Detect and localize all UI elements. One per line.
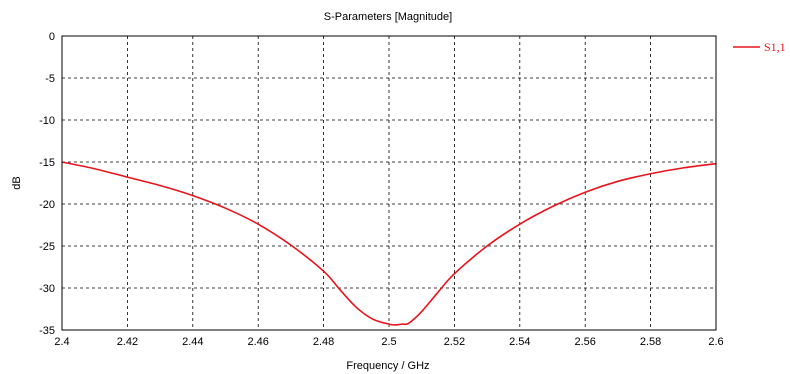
y-tick-label: 0 [49,31,55,43]
x-tick-label: 2.44 [182,336,203,348]
chart-title: S-Parameters [Magnitude] [324,11,452,23]
y-tick-label: -15 [39,157,55,169]
x-tick-labels: 2.4 2.42 2.44 2.46 2.48 2.5 2.52 2.54 2.56 2.58 2.… [54,336,723,348]
x-tick-label: 2.52 [444,336,465,348]
x-tick-label: 2.46 [247,336,268,348]
x-tick-label: 2.56 [574,336,595,348]
x-axis-label: Frequency / GHz [346,360,429,372]
plot-frame [61,35,717,331]
y-axis-label: dB [11,176,23,189]
legend-label-s11: S1,1 [764,40,786,54]
x-tick-label: 2.42 [117,336,138,348]
gridlines [62,36,716,330]
y-tick-label: -30 [39,283,55,295]
x-tick-label: 2.54 [509,336,530,348]
series-group [61,161,717,326]
legend: S1,1 [733,40,786,54]
x-tick-label: 2.4 [54,336,69,348]
x-tick-label: 2.6 [708,336,723,348]
y-tick-label: -5 [45,73,55,85]
y-tick-label: -35 [39,325,55,337]
y-tick-label: -20 [39,199,55,211]
x-tick-label: 2.5 [381,336,396,348]
x-tick-label: 2.48 [313,336,334,348]
y-tick-label: -25 [39,241,55,253]
y-tick-label: -10 [39,115,55,127]
series-line-s11 [61,161,717,326]
x-tick-label: 2.58 [640,336,661,348]
y-tick-labels: 0 -5 -10 -15 -20 -25 -30 -35 [39,31,55,337]
